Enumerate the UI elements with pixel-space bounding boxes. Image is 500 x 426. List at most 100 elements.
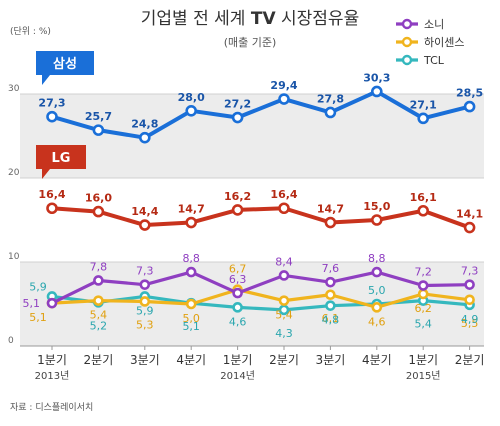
data-label: 16,1 — [410, 191, 437, 204]
data-point — [464, 294, 475, 306]
data-point — [231, 204, 244, 216]
data-point — [417, 112, 430, 125]
data-point — [417, 288, 429, 300]
data-label: 5,1 — [23, 297, 41, 310]
data-label: 25,7 — [85, 110, 112, 123]
data-label: 5,9 — [136, 304, 154, 317]
callout-1 — [36, 145, 86, 179]
plot-area: 0 10 20 30 1분기 2분기 3분기 4분기 1분기 2분기 3분기 4분기 1분기 2분기 201… — [8, 18, 484, 382]
year-label: 2014년 — [220, 370, 255, 382]
data-point — [371, 302, 383, 313]
data-point — [325, 289, 336, 301]
data-label: 6,2 — [414, 302, 432, 315]
data-label: 5,4 — [90, 309, 108, 322]
data-point — [278, 202, 290, 215]
data-label: 27,1 — [410, 98, 437, 111]
data-label: 16,4 — [270, 188, 297, 201]
x-tick-label: 3분기 — [316, 353, 346, 367]
series-line-2 — [51, 270, 470, 305]
x-tick-label: 4분기 — [362, 353, 392, 367]
data-label: 30,3 — [363, 71, 390, 84]
data-label: 4,8 — [322, 314, 340, 327]
data-label: 24,8 — [131, 118, 158, 131]
data-point — [371, 266, 383, 278]
data-label: 5,9 — [29, 280, 47, 293]
title-prefix: 기업별 전 세계 — [141, 9, 251, 29]
data-point — [463, 221, 476, 234]
data-label: 27,2 — [224, 98, 251, 111]
data-label: 16,2 — [224, 190, 251, 203]
y-tick-label: 0 — [8, 336, 14, 346]
data-point — [278, 93, 290, 105]
legend-label: 소니 — [424, 18, 444, 31]
data-point — [417, 280, 429, 291]
data-label: 5,5 — [461, 317, 479, 330]
data-point — [232, 302, 243, 313]
data-point — [139, 131, 151, 144]
series-line-1 — [51, 206, 471, 230]
data-point — [231, 111, 244, 124]
year-label: 2015년 — [406, 370, 441, 382]
data-label: 5,2 — [90, 319, 108, 332]
data-label: 7,8 — [90, 260, 108, 273]
callout-label: LG — [52, 151, 71, 166]
legend-marker — [401, 18, 413, 30]
data-point — [92, 205, 105, 218]
legend-label: 하이센스 — [424, 35, 464, 49]
data-label: 16,4 — [38, 188, 65, 201]
data-point — [92, 124, 105, 136]
chart-subtitle: (매출 기준) — [224, 36, 277, 49]
data-label: 8,4 — [275, 255, 293, 268]
data-label: 7,3 — [136, 265, 154, 278]
data-label: 4,3 — [275, 327, 293, 340]
legend-label: TCL — [423, 54, 445, 67]
data-point — [278, 270, 290, 281]
data-label: 5,4 — [414, 318, 432, 331]
data-label: 27,3 — [38, 97, 65, 110]
data-label: 16,0 — [85, 192, 112, 205]
callout-0 — [36, 51, 94, 85]
data-point — [370, 214, 383, 226]
x-tick-label: 1분기 — [408, 353, 438, 367]
data-point — [139, 279, 151, 290]
data-point — [325, 276, 336, 288]
y-tick-label: 30 — [8, 84, 20, 94]
data-label: 5,0 — [182, 312, 200, 325]
data-point — [139, 219, 151, 231]
data-point — [93, 295, 104, 306]
data-point — [46, 202, 58, 215]
data-point — [464, 279, 475, 290]
data-label: 8,8 — [182, 252, 200, 265]
data-label: 27,8 — [317, 92, 344, 105]
data-label: 14,7 — [317, 203, 344, 216]
data-label: 6,1 — [322, 312, 340, 325]
x-tick-label: 2분기 — [269, 353, 299, 367]
data-point — [370, 85, 383, 98]
series-line-4 — [51, 294, 470, 312]
y-tick-label: 20 — [8, 168, 20, 178]
data-point — [324, 216, 337, 229]
data-label: 7,2 — [414, 266, 432, 279]
data-label: 5,4 — [275, 309, 293, 322]
data-point — [46, 110, 58, 123]
x-tick-label: 4분기 — [176, 353, 206, 367]
data-point — [185, 216, 197, 229]
data-point — [139, 296, 151, 307]
data-label: 14,4 — [131, 205, 158, 218]
legend-marker — [401, 36, 413, 48]
data-label: 29,4 — [270, 79, 297, 92]
data-label: 14,1 — [456, 208, 483, 221]
source-note: 자료 : 디스플레이서치 — [10, 401, 93, 413]
chart-title: 기업별 전 세계 TV 시장점유율 — [141, 9, 359, 29]
data-point — [278, 295, 290, 306]
callout-label: 삼성 — [53, 56, 77, 72]
unit-label: (단위 : %) — [10, 26, 51, 37]
data-point — [463, 100, 476, 113]
series-line-0 — [51, 89, 471, 140]
data-label: 14,7 — [178, 203, 205, 216]
data-point — [417, 204, 430, 217]
data-label: 28,5 — [456, 87, 483, 100]
legend-marker — [401, 54, 413, 66]
y-tick-label: 10 — [8, 252, 20, 262]
x-tick-label: 1분기 — [223, 353, 253, 367]
